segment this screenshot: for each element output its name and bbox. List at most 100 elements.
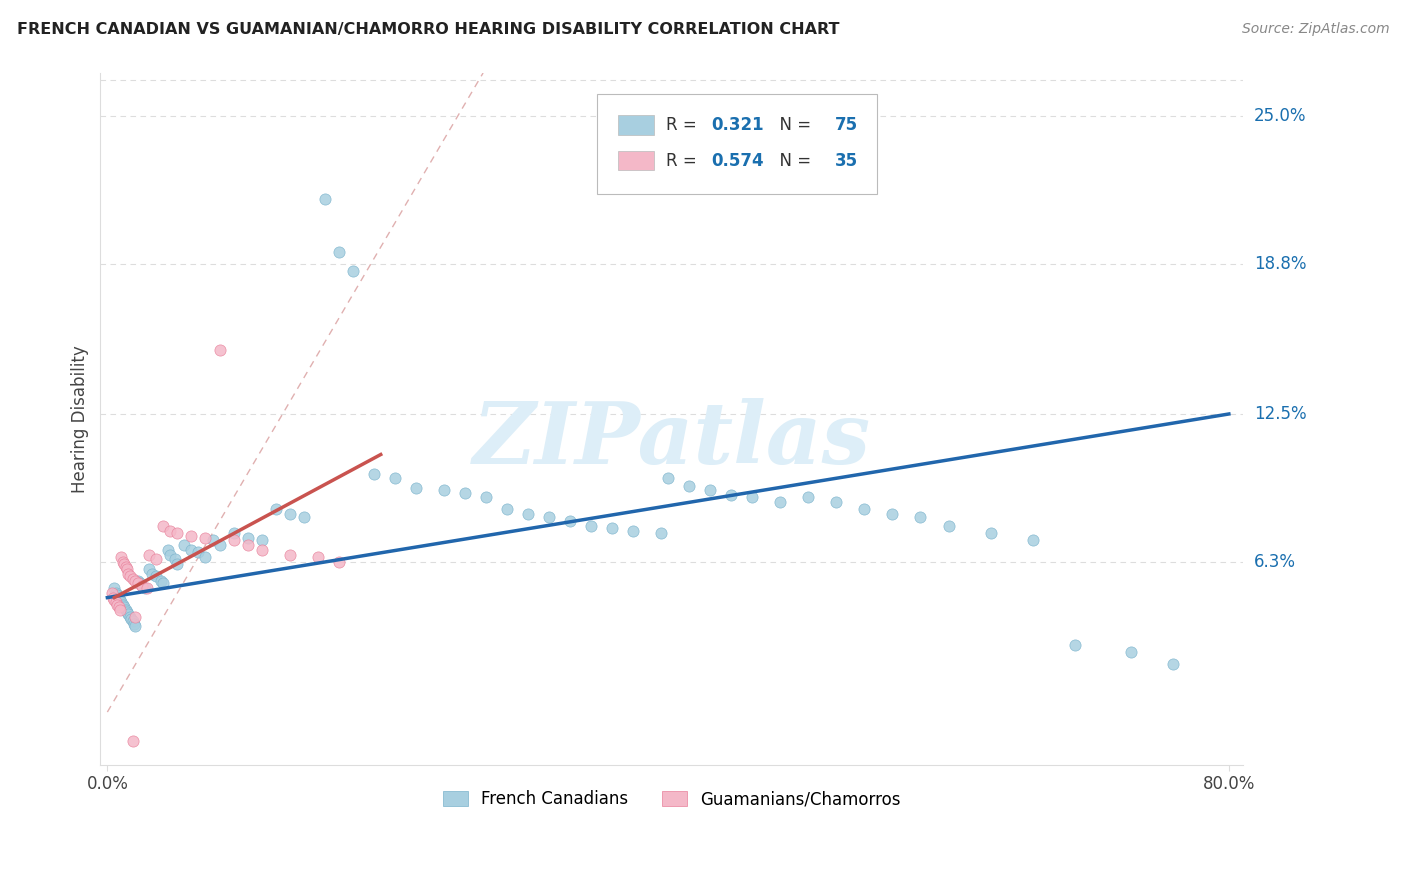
Point [111,555,134,569]
Point [433,483,456,498]
Point [910,509,932,524]
Point [825,495,848,509]
Point [208,343,231,357]
Point [101,591,124,605]
Text: FRENCH CANADIAN VS GUAMANIAN/CHAMORRO HEARING DISABILITY CORRELATION CHART: FRENCH CANADIAN VS GUAMANIAN/CHAMORRO HE… [17,22,839,37]
Point [114,602,136,616]
Text: 0.321: 0.321 [711,116,765,134]
Point [980,526,1002,541]
Point [201,533,224,548]
Point [938,519,960,533]
Point [107,600,129,615]
Point [405,481,427,495]
Point [194,549,217,564]
Point [121,572,143,586]
Point [117,566,139,581]
Point [159,548,181,562]
Point [180,542,202,557]
Text: 18.8%: 18.8% [1254,255,1306,273]
Point [166,558,188,572]
Point [159,524,181,538]
Point [558,514,581,528]
Y-axis label: Hearing Disability: Hearing Disability [72,345,89,492]
Point [496,502,519,516]
Point [307,549,329,564]
Text: R =: R = [666,116,702,134]
FancyBboxPatch shape [617,115,654,135]
Point [120,612,142,626]
Text: 12.5%: 12.5% [1254,405,1306,423]
Point [135,581,157,595]
Point [108,593,131,607]
Point [328,555,350,569]
Point [363,467,385,481]
Point [166,526,188,541]
Point [103,593,125,607]
Text: 75: 75 [835,116,858,134]
Point [118,569,141,583]
Point [314,193,336,207]
Point [1021,533,1043,548]
Point [110,549,132,564]
Point [121,615,143,629]
Point [222,533,245,548]
Point [111,598,134,612]
Point [208,538,231,552]
Point [127,574,149,588]
FancyBboxPatch shape [598,94,877,194]
Point [124,619,146,633]
Point [537,509,560,524]
Point [131,579,153,593]
Point [264,502,287,516]
Point [141,566,163,581]
Point [278,507,301,521]
Point [180,528,202,542]
Text: 25.0%: 25.0% [1254,107,1306,125]
Point [105,588,128,602]
Point [163,552,186,566]
Text: 35: 35 [835,152,858,169]
Text: ZIPatlas: ZIPatlas [472,398,870,482]
Text: N =: N = [769,116,815,134]
Point [650,526,672,541]
Point [173,538,195,552]
Point [138,548,160,562]
Point [384,471,406,485]
Point [152,576,174,591]
Point [110,595,132,609]
Point [278,548,301,562]
Point [152,519,174,533]
Point [621,524,644,538]
Point [342,264,364,278]
Point [112,558,135,572]
Point [1119,645,1142,659]
Point [222,526,245,541]
Legend: French Canadians, Guamanians/Chamorros: French Canadians, Guamanians/Chamorros [436,784,907,815]
Point [516,507,538,521]
Point [699,483,721,498]
Text: R =: R = [666,152,702,169]
Point [121,733,143,747]
Point [600,521,623,535]
Point [104,595,127,609]
Point [107,591,129,605]
Point [236,531,259,545]
Text: Source: ZipAtlas.com: Source: ZipAtlas.com [1241,22,1389,37]
Point [100,586,122,600]
Point [131,579,153,593]
Point [678,478,700,492]
Point [138,562,160,576]
Point [127,576,149,591]
Point [122,616,145,631]
Point [145,569,167,583]
Point [187,545,209,559]
FancyBboxPatch shape [617,151,654,170]
Point [104,586,127,600]
Point [124,609,146,624]
Point [124,574,146,588]
Point [236,538,259,552]
Point [128,576,150,591]
Point [1161,657,1184,672]
Point [250,542,273,557]
Point [194,531,217,545]
